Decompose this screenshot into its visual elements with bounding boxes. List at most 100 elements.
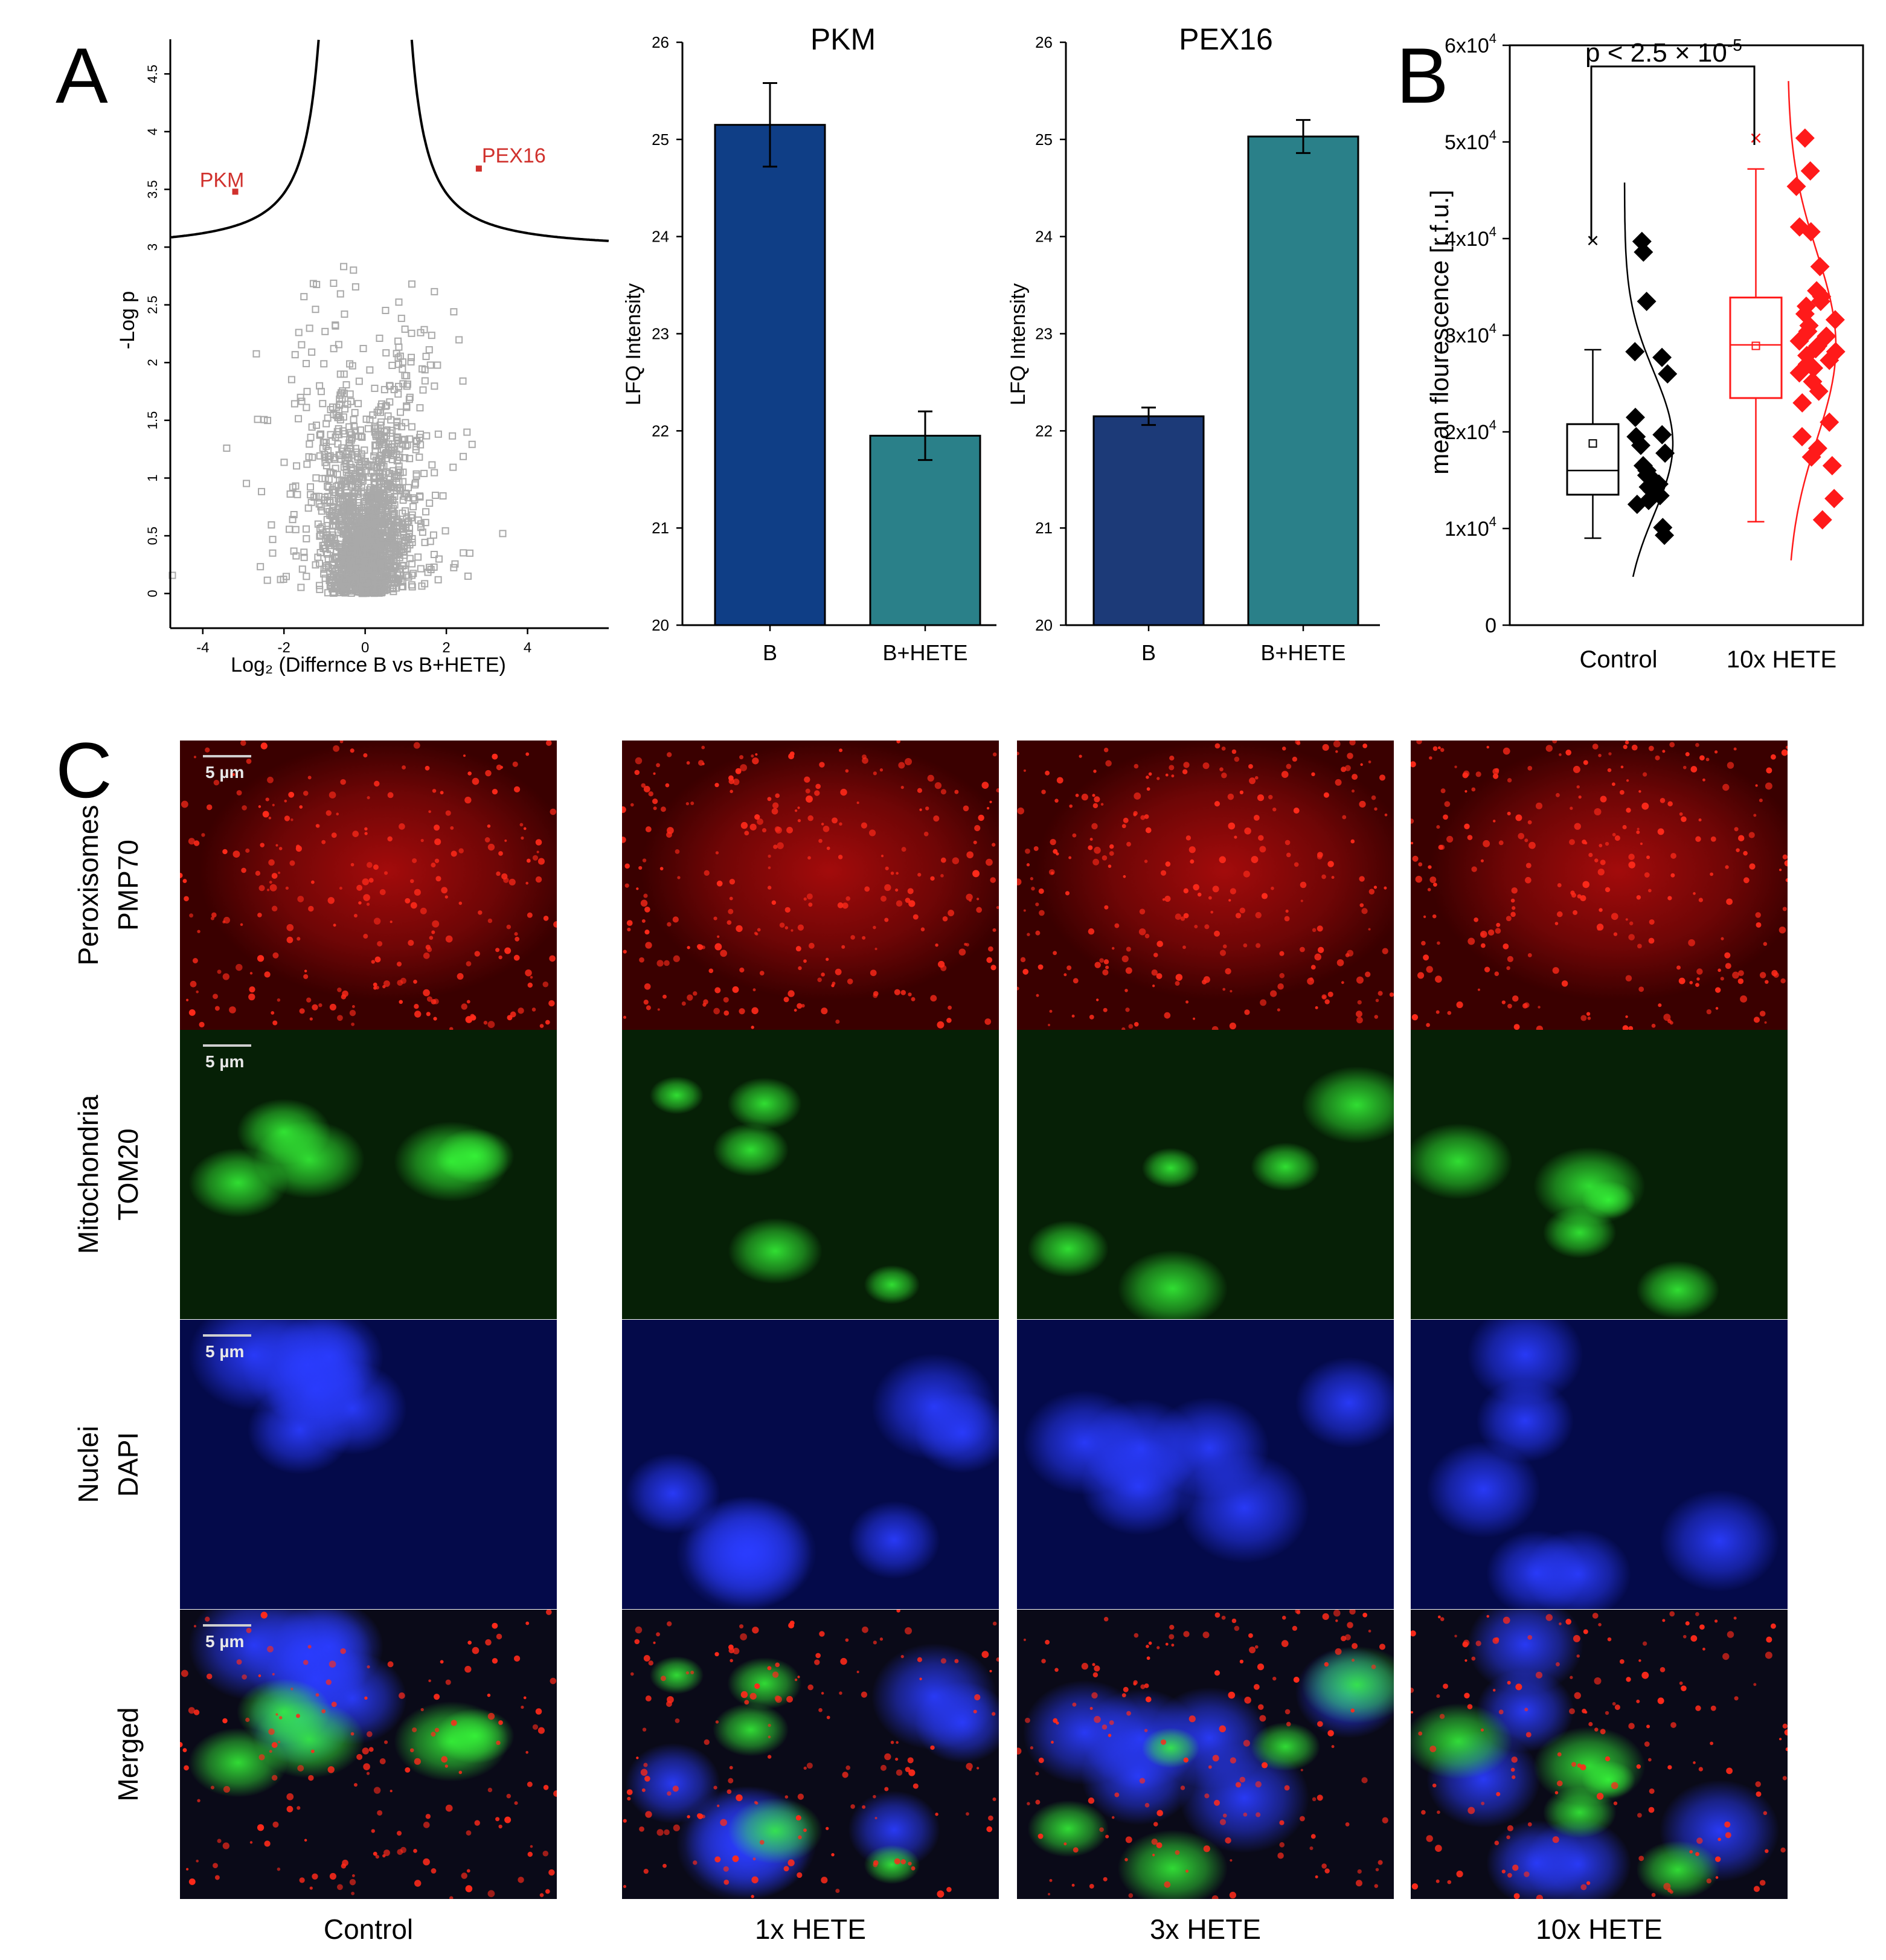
micrograph-red-3 (1411, 741, 1788, 1030)
peroxisome-dot (337, 988, 342, 992)
peroxisome-dot (1089, 1014, 1094, 1020)
peroxisome-dot (518, 1007, 524, 1014)
peroxisome-dot (896, 1610, 900, 1613)
volcano-point (403, 402, 411, 410)
peroxisome-dot (467, 771, 472, 776)
volcano-point (297, 393, 304, 401)
peroxisome-dot (1102, 969, 1109, 975)
peroxisome-dot (472, 777, 480, 785)
peroxisome-dot (1605, 887, 1611, 893)
peroxisome-dot (1580, 1015, 1587, 1021)
peroxisome-dot (1315, 1006, 1318, 1009)
volcano-point (408, 329, 415, 337)
peroxisome-dot (329, 1003, 336, 1011)
peroxisome-dot (821, 1877, 828, 1884)
volcano-point (396, 408, 404, 416)
peroxisome-dot (990, 965, 996, 971)
peroxisome-dot (977, 898, 980, 901)
peroxisome-dot (856, 1671, 859, 1674)
peroxisome-dot (873, 1795, 876, 1799)
mitochondria-cluster (1636, 1840, 1720, 1899)
peroxisome-dot (1436, 1694, 1440, 1698)
volcano-point (393, 457, 401, 464)
peroxisome-dot (1035, 1772, 1039, 1776)
peroxisome-dot (531, 1007, 536, 1012)
peroxisome-dot (1035, 930, 1041, 936)
peroxisome-dot (714, 1652, 719, 1657)
peroxisome-dot (908, 1769, 916, 1776)
volcano-point (368, 579, 376, 587)
peroxisome-dot (1507, 1872, 1512, 1878)
peroxisome-dot (272, 952, 279, 959)
peroxisome-dot (1327, 1730, 1334, 1737)
peroxisome-dot (1437, 1810, 1440, 1814)
peroxisome-dot (1411, 1014, 1419, 1021)
peroxisome-dot (732, 986, 739, 993)
peroxisome-dot (1569, 839, 1575, 846)
volcano-x-tick-label: 2 (442, 640, 450, 656)
peroxisome-dot (1647, 888, 1652, 893)
peroxisome-dot (426, 946, 432, 953)
peroxisome-dot (1286, 1721, 1291, 1727)
peroxisome-dot (1357, 1000, 1362, 1005)
peroxisome-dot (736, 1794, 743, 1802)
peroxisome-dot (1027, 1802, 1030, 1805)
peroxisome-dot (898, 762, 905, 769)
peroxisome-dot (1435, 1010, 1440, 1014)
micrograph-merged-1 (622, 1610, 999, 1899)
peroxisome-dot (1622, 824, 1627, 830)
peroxisome-dot (1464, 790, 1467, 793)
volcano-y-tick-label: 0 (145, 590, 160, 597)
volcano-point (390, 558, 398, 566)
peroxisome-dot (546, 1610, 552, 1615)
peroxisome-dot (412, 1727, 417, 1732)
peroxisome-dot (326, 810, 332, 816)
micrograph-row-label: TOM20 (112, 1128, 144, 1221)
peroxisome-dot (1317, 946, 1324, 953)
peroxisome-dot (193, 840, 200, 846)
peroxisome-dot (627, 1796, 631, 1801)
peroxisome-dot (874, 1817, 877, 1820)
mitochondria-cluster (188, 1727, 288, 1798)
peroxisome-dot (653, 772, 656, 775)
peroxisome-dot (1069, 804, 1073, 808)
micrograph-row-label: Nuclei (72, 1426, 104, 1503)
peroxisome-dot (966, 1762, 973, 1770)
volcano-point (371, 384, 379, 392)
peroxisome-dot (433, 998, 439, 1004)
peroxisome-dot (624, 883, 629, 888)
peroxisome-dot (1641, 802, 1649, 810)
peroxisome-dot (222, 849, 228, 855)
peroxisome-dot (1770, 1623, 1776, 1629)
volcano-point (350, 266, 358, 274)
peroxisome-dot (467, 1640, 472, 1645)
peroxisome-dot (1646, 855, 1650, 860)
peroxisome-dot (188, 1009, 196, 1016)
peroxisome-dot (1285, 909, 1289, 913)
peroxisome-dot (815, 1653, 821, 1659)
peroxisome-dot (373, 917, 381, 925)
peroxisome-dot (1443, 814, 1448, 820)
peroxisome-dot (751, 1026, 754, 1029)
peroxisome-dot (399, 823, 405, 830)
peroxisome-dot (1512, 1775, 1516, 1779)
volcano-point (335, 495, 342, 503)
peroxisome-dot (667, 752, 672, 757)
peroxisome-dot (1447, 1880, 1452, 1884)
highlight-label-pex16: PEX16 (482, 144, 546, 167)
peroxisome-dot (1321, 1863, 1327, 1869)
peroxisome-dot (1371, 795, 1376, 800)
peroxisome-dot (1648, 1807, 1655, 1813)
peroxisome-dot (1756, 1791, 1762, 1797)
peroxisome-dot (1638, 1856, 1644, 1862)
peroxisome-dot (268, 859, 275, 866)
peroxisome-dot (487, 843, 495, 851)
peroxisome-dot (1368, 888, 1375, 895)
peroxisome-dot (530, 975, 533, 979)
volcano-point (397, 315, 405, 323)
peroxisome-dot (1511, 1756, 1518, 1763)
peroxisome-dot (1438, 844, 1443, 850)
nucleus (1476, 1379, 1574, 1462)
pex16-body-category-label: B (1141, 640, 1156, 665)
peroxisome-dot (948, 910, 955, 916)
